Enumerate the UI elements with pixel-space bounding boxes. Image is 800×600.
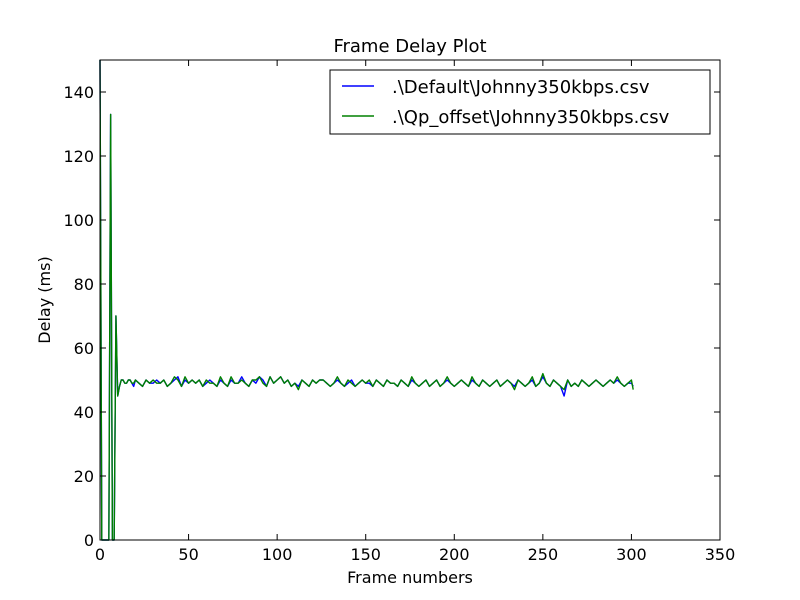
y-tick-label: 100 [63, 211, 94, 230]
x-tick-label: 50 [178, 545, 198, 564]
x-tick-label: 300 [616, 545, 647, 564]
legend-box [329, 69, 711, 135]
y-tick-label: 20 [74, 467, 94, 486]
y-axis-label: Delay (ms) [35, 256, 54, 343]
y-tick-label: 120 [63, 147, 94, 166]
y-tick-label: 80 [74, 275, 94, 294]
y-tick-label: 0 [84, 531, 94, 550]
x-tick-label: 0 [95, 545, 105, 564]
y-tick-label: 60 [74, 339, 94, 358]
x-tick-label: 200 [439, 545, 470, 564]
legend: .\Default\Johnny350kbps.csv .\Qp_offset\… [329, 69, 711, 135]
legend-label-qp-offset: .\Qp_offset\Johnny350kbps.csv [392, 107, 670, 128]
legend-label-default: .\Default\Johnny350kbps.csv [392, 77, 650, 98]
x-axis-label: Frame numbers [347, 568, 473, 587]
x-tick-label: 250 [528, 545, 559, 564]
plot-background [100, 60, 720, 540]
series-line-qp-offset [99, 59, 634, 541]
x-tick-label: 150 [350, 545, 381, 564]
chart-title: Frame Delay Plot [333, 36, 486, 57]
x-ticks: 0 50 100 150 200 250 300 350 [95, 60, 735, 564]
y-tick-label: 40 [74, 403, 94, 422]
y-tick-label: 140 [63, 83, 94, 102]
x-tick-label: 100 [262, 545, 293, 564]
series-layer [99, 59, 634, 541]
y-ticks: 0 20 40 60 80 100 120 140 [63, 83, 720, 550]
x-tick-label: 350 [705, 545, 736, 564]
plot-frame [99, 59, 721, 541]
